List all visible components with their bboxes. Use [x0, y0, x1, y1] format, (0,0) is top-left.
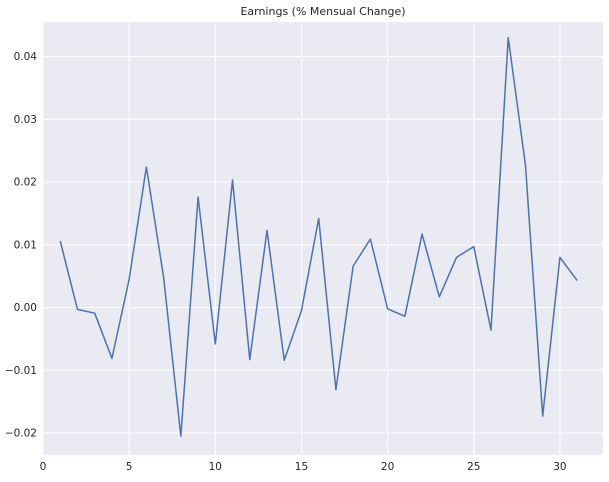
y-tick-label: 0.04	[14, 51, 38, 63]
plot-area	[43, 22, 603, 455]
y-tick-label: 0.00	[14, 302, 37, 314]
y-tick-label: −0.01	[5, 365, 37, 377]
y-axis-ticks: −0.02 −0.01 0.00 0.01 0.02 0.03 0.04	[5, 51, 37, 440]
x-tick-label: 0	[40, 461, 47, 473]
y-tick-label: 0.03	[14, 114, 37, 126]
x-tick-label: 15	[295, 461, 308, 473]
x-tick-label: 30	[553, 461, 566, 473]
x-tick-label: 10	[209, 461, 222, 473]
series-layer	[59, 36, 578, 437]
x-axis-ticks: 0 5 10 15 20 25 30	[40, 461, 567, 473]
y-tick-label: 0.02	[14, 177, 37, 189]
grid-lines	[42, 22, 603, 455]
y-tick-label: −0.02	[5, 428, 37, 440]
x-tick-label: 25	[467, 461, 480, 473]
series-line	[59, 36, 578, 437]
x-tick-label: 5	[126, 461, 133, 473]
x-tick-label: 20	[381, 461, 394, 473]
y-tick-label: 0.01	[14, 239, 37, 251]
chart-title: Earnings (% Mensual Change)	[240, 5, 405, 18]
